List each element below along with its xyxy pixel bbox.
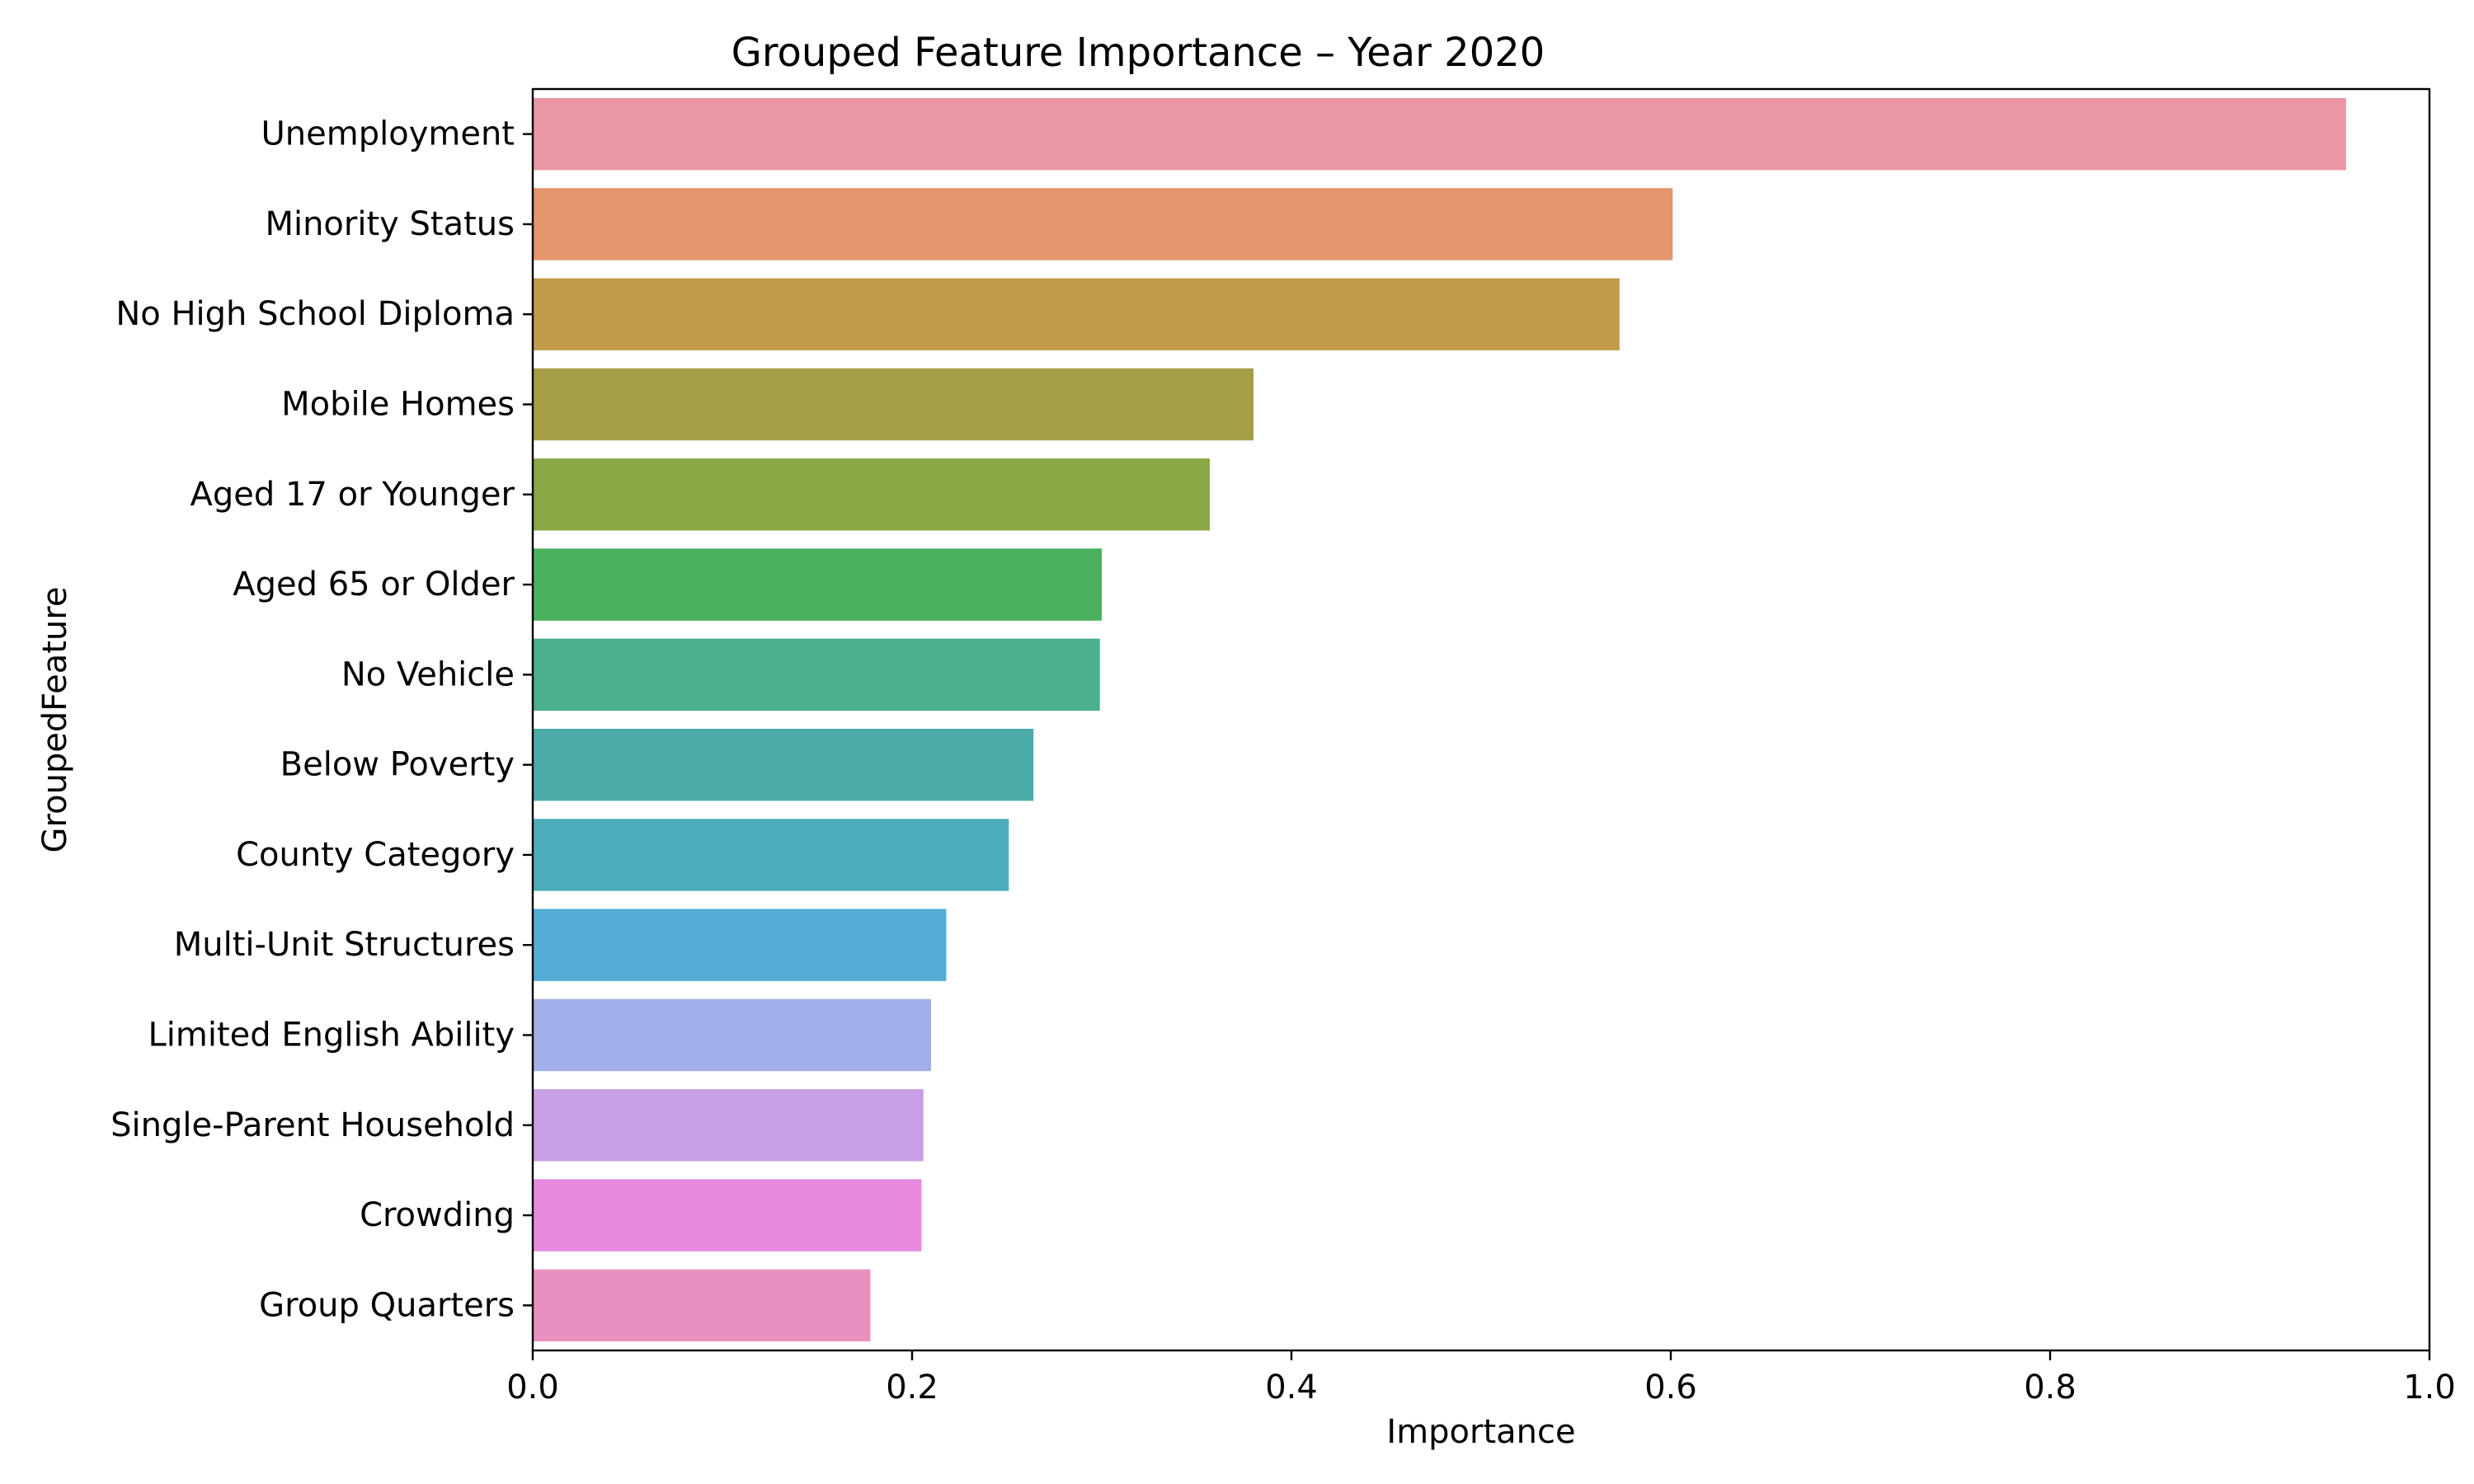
y-tick-label-aged-65-or-older: Aged 65 or Older <box>233 566 515 603</box>
y-tick-label-no-vehicle: No Vehicle <box>341 655 515 693</box>
x-tick-label: 0.6 <box>1644 1369 1697 1407</box>
chart-title: Grouped Feature Importance – Year 2020 <box>731 30 1545 76</box>
y-tick-label-aged-17-or-younger: Aged 17 or Younger <box>190 476 515 514</box>
x-tick-label: 0.8 <box>2024 1369 2077 1407</box>
bar-aged-17-or-younger <box>533 458 1211 531</box>
x-tick-label: 0.2 <box>886 1369 938 1407</box>
y-tick-label-unemployment: Unemployment <box>261 115 515 153</box>
x-ticks: 0.0 0.2 0.4 0.6 0.8 1.0 <box>506 1350 2456 1407</box>
x-tick-label: 0.0 <box>506 1369 559 1407</box>
bar-crowding <box>533 1179 922 1252</box>
bar-aged-65-or-older <box>533 548 1102 621</box>
bars-group <box>533 97 2346 1342</box>
x-axis-label: Importance <box>1386 1413 1575 1451</box>
bar-county-category <box>533 819 1009 891</box>
bar-minority-status <box>533 188 1673 261</box>
x-tick-label: 0.4 <box>1265 1369 1318 1407</box>
bar-single-parent-household <box>533 1089 924 1162</box>
bar-unemployment <box>533 97 2346 171</box>
y-tick-label-mobile-homes: Mobile Homes <box>281 386 515 424</box>
y-tick-label-no-high-school-diploma: No High School Diploma <box>115 295 515 333</box>
bar-mobile-homes <box>533 368 1253 441</box>
y-tick-label-single-parent-household: Single-Parent Household <box>111 1106 515 1144</box>
x-tick-label: 1.0 <box>2403 1369 2456 1407</box>
bar-below-poverty <box>533 728 1034 801</box>
bar-no-vehicle <box>533 638 1100 711</box>
y-tick-labels: Unemployment Minority Status No High Schoo… <box>111 115 533 1324</box>
bar-multi-unit-structures <box>533 909 947 981</box>
y-tick-label-limited-english-ability: Limited English Ability <box>148 1017 515 1054</box>
y-tick-label-minority-status: Minority Status <box>265 205 515 243</box>
y-tick-label-crowding: Crowding <box>360 1196 515 1234</box>
y-axis-label: GroupedFeature <box>36 587 74 853</box>
bar-group-quarters <box>533 1269 871 1342</box>
bar-limited-english-ability <box>533 998 931 1072</box>
y-tick-label-below-poverty: Below Poverty <box>280 746 515 784</box>
y-tick-label-group-quarters: Group Quarters <box>259 1286 515 1324</box>
plot-frame <box>531 87 2431 1352</box>
y-tick-label-county-category: County Category <box>236 836 515 874</box>
y-tick-label-multi-unit-structures: Multi-Unit Structures <box>174 926 515 964</box>
bar-no-high-school-diploma <box>533 278 1620 350</box>
